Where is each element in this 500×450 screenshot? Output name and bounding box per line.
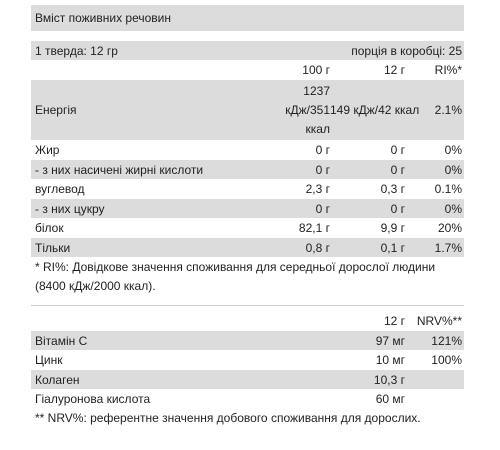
row-per-100g: 0 г bbox=[315, 143, 330, 157]
row-name: білок bbox=[35, 221, 64, 235]
row-per-100g: 2,3 г bbox=[305, 182, 330, 196]
vitamin-header-nrv: NRV%** bbox=[416, 314, 462, 328]
table-row: Тільки 0,8 г 0,1 г 1.7% bbox=[31, 238, 464, 257]
row-name: - з них цукру bbox=[35, 201, 105, 216]
panel-title: Вміст поживних речовин bbox=[35, 11, 172, 25]
table-row: Гіалуронова кислота 60 мг bbox=[31, 389, 464, 409]
row-nrv: 121% bbox=[431, 333, 462, 348]
row-ri: 0% bbox=[444, 201, 462, 216]
table-row: вуглевод 2,3 г 0,3 г 0.1% bbox=[31, 179, 464, 199]
row-ri: 20% bbox=[437, 221, 462, 235]
row-amount: 10,3 г bbox=[373, 372, 405, 387]
ri-footnote: * RI%: Довідкове значення споживання для… bbox=[35, 260, 436, 293]
energy-label: Енергія bbox=[35, 103, 77, 117]
row-name: - з них насичені жирні кислоти bbox=[35, 162, 204, 177]
vitamin-header-per-12g: 12 г bbox=[383, 314, 405, 328]
table-row: - з них цукру 0 г 0 г 0% bbox=[31, 199, 464, 218]
row-per-12g: 0 г bbox=[390, 162, 405, 177]
serving-row: 1 тверда: 12 гр порція в коробці: 25 bbox=[31, 41, 464, 60]
row-nrv: 100% bbox=[431, 353, 462, 367]
row-per-12g: 9,9 г bbox=[380, 221, 405, 235]
row-amount: 60 мг bbox=[375, 392, 405, 406]
table-row-energy: Енергія 1237 кДж/351 ккал 149 кДж/42 кка… bbox=[31, 80, 464, 140]
vitamin-header-row: 12 г NRV%** bbox=[31, 311, 464, 331]
row-per-100g: 0,8 г bbox=[305, 240, 330, 255]
row-ri: 1.7% bbox=[434, 240, 462, 255]
table-row: - з них насичені жирні кислоти 0 г 0 г 0… bbox=[31, 160, 464, 179]
table-row: Колаген 10,3 г bbox=[31, 370, 464, 389]
row-amount: 10 мг bbox=[375, 353, 405, 367]
row-per-12g: 0,1 г bbox=[380, 240, 405, 255]
row-per-12g: 0 г bbox=[390, 143, 405, 157]
header-per-12g: 12 г bbox=[383, 63, 405, 77]
row-name: Тільки bbox=[35, 240, 71, 255]
row-ri: 0% bbox=[444, 143, 462, 157]
row-name: Колаген bbox=[35, 372, 80, 387]
table-row: Вітамін С 97 мг 121% bbox=[31, 331, 464, 350]
row-amount: 97 мг bbox=[375, 333, 405, 348]
row-ri: 0% bbox=[444, 162, 462, 177]
row-per-100g: 82,1 г bbox=[298, 221, 330, 235]
nrv-footnote: ** NRV%: референтне значення добового сп… bbox=[35, 411, 421, 425]
row-per-100g: 0 г bbox=[315, 201, 330, 216]
nutrition-header-row: 100 г 12 г RI%* bbox=[31, 60, 464, 80]
row-name: Гіалуронова кислота bbox=[35, 392, 151, 406]
row-per-100g: 0 г bbox=[315, 162, 330, 177]
row-name: вуглевод bbox=[35, 182, 85, 196]
header-ri: RI%* bbox=[434, 63, 462, 77]
energy-per-100g: 1237 кДж/351 ккал bbox=[285, 83, 330, 136]
panel-title-bar: Вміст поживних речовин bbox=[31, 5, 464, 31]
servings-per-box: порція в коробці: 25 bbox=[351, 43, 462, 58]
table-row: білок 82,1 г 9,9 г 20% bbox=[31, 218, 464, 238]
table-row: Цинк 10 мг 100% bbox=[31, 350, 464, 370]
row-name: Цинк bbox=[35, 353, 63, 367]
nutrition-panel: Вміст поживних речовин 1 тверда: 12 гр п… bbox=[31, 5, 464, 428]
header-per-100g: 100 г bbox=[302, 63, 330, 77]
row-name: Вітамін С bbox=[35, 333, 88, 348]
row-per-12g: 0,3 г bbox=[380, 182, 405, 196]
divider bbox=[31, 305, 464, 306]
table-row: Жир 0 г 0 г 0% bbox=[31, 140, 464, 160]
serving-size: 1 тверда: 12 гр bbox=[35, 43, 118, 58]
row-name: Жир bbox=[35, 143, 60, 157]
energy-ri: 2.1% bbox=[434, 103, 462, 117]
row-per-12g: 0 г bbox=[390, 201, 405, 216]
energy-per-12g: 149 кДж/42 ккал bbox=[330, 103, 420, 117]
row-ri: 0.1% bbox=[434, 182, 462, 196]
